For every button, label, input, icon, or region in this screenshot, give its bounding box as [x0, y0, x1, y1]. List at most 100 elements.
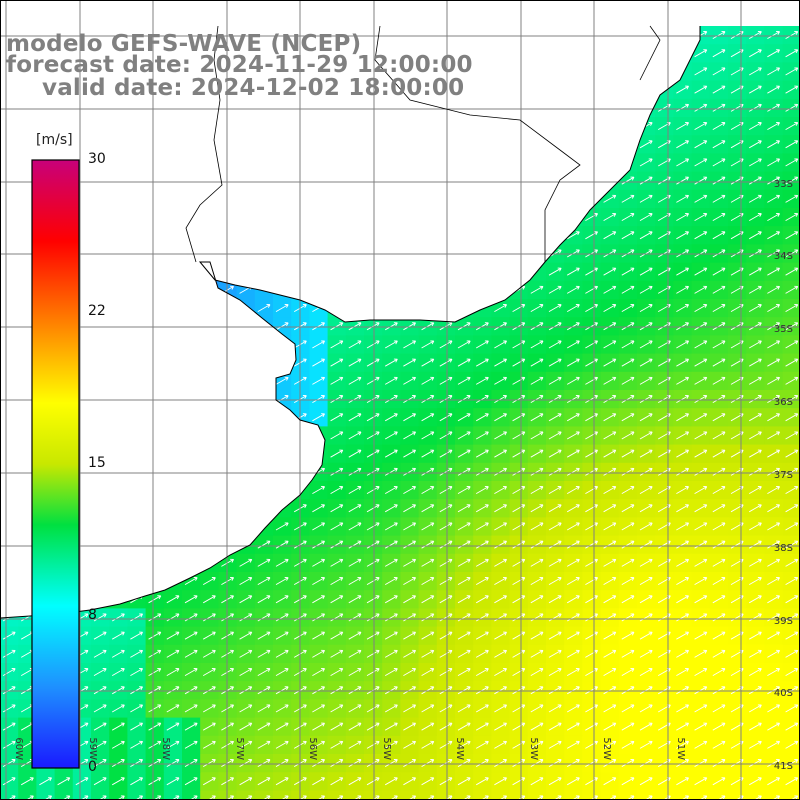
wind-arrow — [712, 558, 726, 567]
wind-arrow — [475, 631, 489, 640]
wind-arrow — [475, 577, 489, 585]
wind-arrow — [330, 540, 344, 549]
wind-arrow — [421, 595, 435, 604]
wind-arrow — [457, 449, 471, 458]
wind-arrow — [330, 376, 344, 385]
wind-arrow — [384, 340, 398, 349]
wind-arrow — [639, 140, 653, 149]
wind-arrow — [494, 558, 507, 567]
wind-cell — [709, 790, 729, 800]
wind-arrow — [384, 759, 398, 767]
wind-arrow — [621, 322, 635, 331]
wind-arrow — [184, 686, 198, 695]
wind-arrow — [639, 467, 653, 476]
wind-arrow — [275, 522, 289, 531]
wind-arrow — [585, 213, 598, 221]
wind-arrow — [585, 504, 598, 513]
wind-arrow — [239, 686, 253, 695]
wind-arrow — [785, 722, 799, 731]
wind-arrow — [421, 722, 435, 731]
wind-arrow — [767, 431, 780, 440]
wind-arrow — [694, 522, 708, 531]
wind-arrow — [548, 595, 562, 604]
wind-cell — [364, 790, 383, 800]
wind-arrow — [767, 558, 780, 567]
wind-arrow — [785, 631, 799, 640]
wind-arrow — [275, 631, 289, 640]
wind-arrow — [603, 522, 617, 531]
wind-arrow — [530, 431, 544, 440]
wind-arrow — [748, 668, 762, 676]
wind-arrow — [530, 413, 544, 422]
wind-arrow — [384, 558, 398, 567]
wind-arrow — [184, 595, 198, 604]
wind-arrow — [330, 340, 344, 349]
wind-arrow — [494, 668, 507, 676]
wind-arrow — [239, 759, 253, 767]
wind-arrow — [639, 431, 653, 440]
wind-arrow — [621, 722, 635, 731]
wind-arrow — [403, 376, 416, 385]
wind-arrow — [785, 504, 799, 513]
wind-arrow — [421, 740, 435, 749]
wind-arrow — [312, 613, 325, 622]
wind-arrow — [712, 67, 726, 76]
wind-arrow — [603, 558, 617, 567]
wind-arrow — [712, 467, 726, 476]
wind-arrow — [767, 176, 780, 185]
wind-arrow — [548, 413, 562, 422]
wind-arrow — [639, 504, 653, 513]
wind-arrow — [439, 595, 453, 604]
wind-arrow — [239, 668, 253, 676]
wind-arrow — [275, 740, 289, 749]
wind-arrow — [603, 304, 617, 312]
wind-arrow — [767, 122, 780, 130]
wind-arrow — [712, 522, 726, 531]
wind-arrow — [184, 649, 198, 658]
wind-arrow — [348, 722, 362, 731]
wind-arrow — [767, 686, 780, 695]
wind-arrow — [548, 722, 562, 731]
wind-arrow — [548, 376, 562, 385]
wind-arrow — [621, 395, 635, 403]
wind-arrow — [384, 722, 398, 731]
wind-arrow — [566, 595, 580, 604]
wind-arrow — [548, 395, 562, 403]
wind-arrow — [2, 759, 16, 767]
wind-arrow — [384, 649, 398, 658]
wind-arrow — [366, 759, 380, 767]
wind-arrow — [748, 631, 762, 640]
wind-arrow — [530, 486, 544, 494]
wind-arrow — [439, 686, 453, 695]
wind-arrow — [748, 122, 762, 130]
wind-arrow — [694, 467, 708, 476]
wind-arrow — [312, 540, 325, 549]
wind-arrow — [785, 486, 799, 494]
wind-cell — [309, 790, 329, 800]
wind-cell — [691, 790, 711, 800]
wind-arrow — [694, 558, 708, 567]
wind-arrow — [403, 358, 416, 367]
wind-arrow — [767, 358, 780, 367]
wind-arrow — [421, 613, 435, 622]
wind-arrow — [603, 540, 617, 549]
wind-arrow — [312, 504, 325, 513]
wind-arrow — [639, 213, 653, 221]
wind-arrow — [366, 322, 380, 331]
wind-arrow — [530, 376, 544, 385]
wind-arrow — [603, 431, 617, 440]
wind-arrow — [767, 740, 780, 749]
wind-arrow — [603, 413, 617, 422]
wind-arrow — [512, 395, 526, 403]
wind-arrow — [457, 595, 471, 604]
wind-cell — [418, 790, 438, 800]
wind-arrow — [530, 759, 544, 767]
wind-arrow — [421, 376, 435, 385]
wind-arrow — [494, 631, 507, 640]
wind-arrow — [93, 759, 107, 767]
wind-arrow — [694, 595, 708, 604]
wind-arrow — [676, 431, 689, 440]
wind-arrow — [694, 777, 708, 786]
wind-arrow — [603, 631, 617, 640]
wind-arrow — [384, 704, 398, 713]
